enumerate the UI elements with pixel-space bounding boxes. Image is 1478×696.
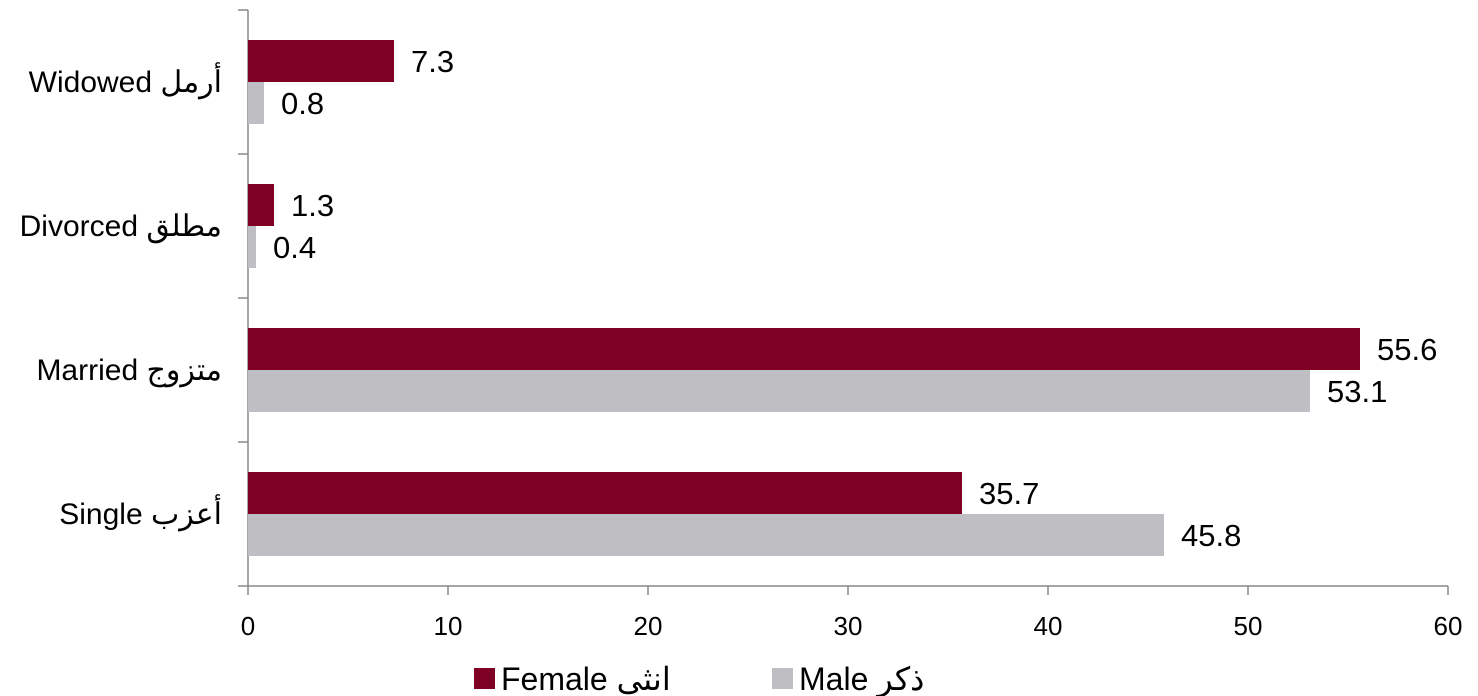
data-label: 45.8 — [1181, 518, 1241, 553]
category-label: Single أعزب — [59, 494, 222, 532]
data-label: 55.6 — [1377, 332, 1437, 367]
bar-female — [248, 184, 274, 226]
legend-swatch — [772, 668, 793, 689]
labels: Widowed أرمل 7.3 0.8 Divorced مطلق 1.3 0.4 Mar… — [20, 44, 1438, 553]
data-label: 53.1 — [1327, 374, 1387, 409]
category-label: Married متزوج — [36, 354, 222, 388]
data-label: 35.7 — [979, 476, 1039, 511]
x-tick-label: 40 — [1034, 611, 1063, 641]
x-tick-label: 10 — [434, 611, 463, 641]
x-tick-label: 60 — [1434, 611, 1463, 641]
legend: Female انثى Male ذكر — [474, 661, 924, 696]
bar-male — [248, 226, 256, 268]
category-label: Widowed أرمل — [29, 62, 222, 100]
legend-swatch — [474, 668, 495, 689]
bar-female — [248, 328, 1360, 370]
bar-male — [248, 370, 1310, 412]
x-tick-label: 20 — [634, 611, 663, 641]
legend-label: Female انثى — [501, 661, 671, 696]
x-tick-label: 0 — [241, 611, 255, 641]
data-label: 0.8 — [281, 86, 324, 121]
bar-male — [248, 82, 264, 124]
x-tick-label: 30 — [834, 611, 863, 641]
bar-female — [248, 40, 394, 82]
x-tick-label: 50 — [1234, 611, 1263, 641]
category-label: Divorced مطلق — [20, 210, 222, 244]
data-label: 1.3 — [291, 188, 334, 223]
data-label: 7.3 — [411, 44, 454, 79]
bar-female — [248, 472, 962, 514]
data-label: 0.4 — [273, 230, 316, 265]
bars — [248, 40, 1360, 556]
legend-label: Male ذكر — [799, 661, 924, 696]
bar-male — [248, 514, 1164, 556]
